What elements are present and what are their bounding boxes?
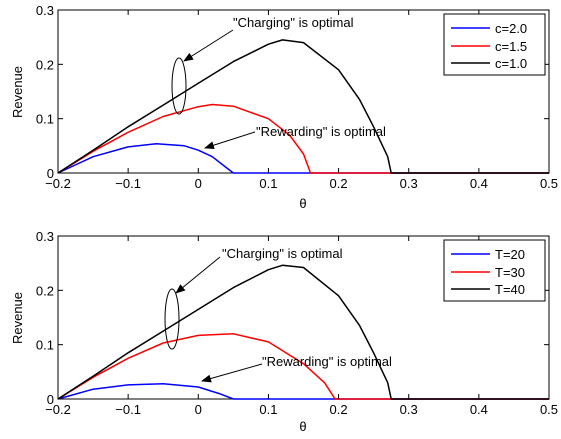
- x-ticks-top: −0.2 −0.1 0 0.1 0.2 0.3 0.4 0.5: [45, 10, 558, 191]
- x-tick-label: 0.3: [400, 402, 418, 417]
- y-tick-label: 0.3: [36, 229, 54, 244]
- legend-label-t40: T=40: [495, 282, 525, 297]
- charging-annotation-bottom: "Charging" is optimal: [222, 246, 343, 261]
- rewarding-arrow-top: [204, 131, 256, 150]
- x-tick-label: 0.2: [330, 402, 348, 417]
- x-tick-label: −0.2: [45, 176, 71, 191]
- x-tick-label: −0.1: [115, 176, 141, 191]
- rewarding-arrow-bottom: [201, 363, 263, 383]
- charging-arrow-bottom: [175, 256, 221, 294]
- x-tick-label: 0.4: [470, 402, 488, 417]
- legend-box-top: [443, 13, 546, 76]
- series-line-bottom-T40: [57, 264, 549, 400]
- x-tick-label: 0.4: [470, 176, 488, 191]
- legend-label-c2: c=2.0: [495, 21, 527, 36]
- legend-box-bottom: [443, 239, 546, 302]
- series-line-bottom-T20: [57, 383, 549, 400]
- legend-bottom: T=20 T=30 T=40: [443, 239, 546, 302]
- series-line-bottom-T30: [57, 333, 549, 400]
- y-tick-label: 0.2: [36, 57, 54, 72]
- y-tick-label: 0.2: [36, 283, 54, 298]
- x-tick-label: 0: [195, 176, 202, 191]
- rewarding-annotation-top: "Rewarding" is optimal: [256, 124, 386, 139]
- series-group-top: [57, 39, 549, 174]
- y-axis-label-top: Revenue: [10, 66, 25, 118]
- legend-label-c1: c=1.0: [495, 56, 527, 71]
- y-tick-label: 0.3: [36, 3, 54, 18]
- rewarding-annotation-bottom: "Rewarding" is optimal: [262, 354, 392, 369]
- charging-region-ellipse-bottom: [164, 288, 180, 350]
- series-line-top-c20: [57, 142, 549, 174]
- chart-top: −0.2 −0.1 0 0.1 0.2 0.3 0.4 0.5 0 0.1 0.2 0.3 θ Re…: [10, 3, 558, 211]
- y-axis-label-bottom: Revenue: [10, 292, 25, 344]
- y-tick-label: 0: [47, 166, 54, 181]
- x-tick-label: 0.1: [259, 402, 277, 417]
- x-tick-label: −0.1: [115, 402, 141, 417]
- legend-top: c=2.0 c=1.5 c=1.0: [443, 13, 546, 76]
- y-tick-label: 0.1: [36, 112, 54, 127]
- series-line-top-c10: [57, 39, 549, 174]
- x-tick-label: 0.3: [400, 176, 418, 191]
- y-ticks-bottom: 0 0.1 0.2 0.3: [36, 229, 549, 407]
- charging-region-ellipse-top: [171, 57, 187, 115]
- x-ticks-bottom: −0.2 −0.1 0 0.1 0.2 0.3 0.4 0.5: [45, 236, 558, 417]
- y-tick-label: 0.1: [36, 338, 54, 353]
- charging-annotation-top: "Charging" is optimal: [233, 15, 354, 30]
- legend-label-c15: c=1.5: [495, 39, 527, 54]
- x-tick-label: 0.5: [540, 402, 558, 417]
- legend-label-t30: T=30: [495, 265, 525, 280]
- series-line-top-c15: [57, 103, 549, 174]
- x-tick-label: −0.2: [45, 402, 71, 417]
- series-group-bottom: [57, 264, 549, 400]
- chart-bottom: −0.2 −0.1 0 0.1 0.2 0.3 0.4 0.5 0 0.1 0.2 0.3 θ Re…: [10, 229, 558, 434]
- x-tick-label: 0.5: [540, 176, 558, 191]
- x-axis-label-top: θ: [299, 196, 306, 211]
- y-ticks-top: 0 0.1 0.2 0.3: [36, 3, 549, 181]
- x-tick-label: 0: [195, 402, 202, 417]
- x-tick-label: 0.1: [259, 176, 277, 191]
- x-tick-label: 0.2: [330, 176, 348, 191]
- y-tick-label: 0: [47, 392, 54, 407]
- x-axis-label-bottom: θ: [299, 419, 306, 434]
- legend-label-t20: T=20: [495, 247, 525, 262]
- charging-arrow-top: [183, 29, 234, 62]
